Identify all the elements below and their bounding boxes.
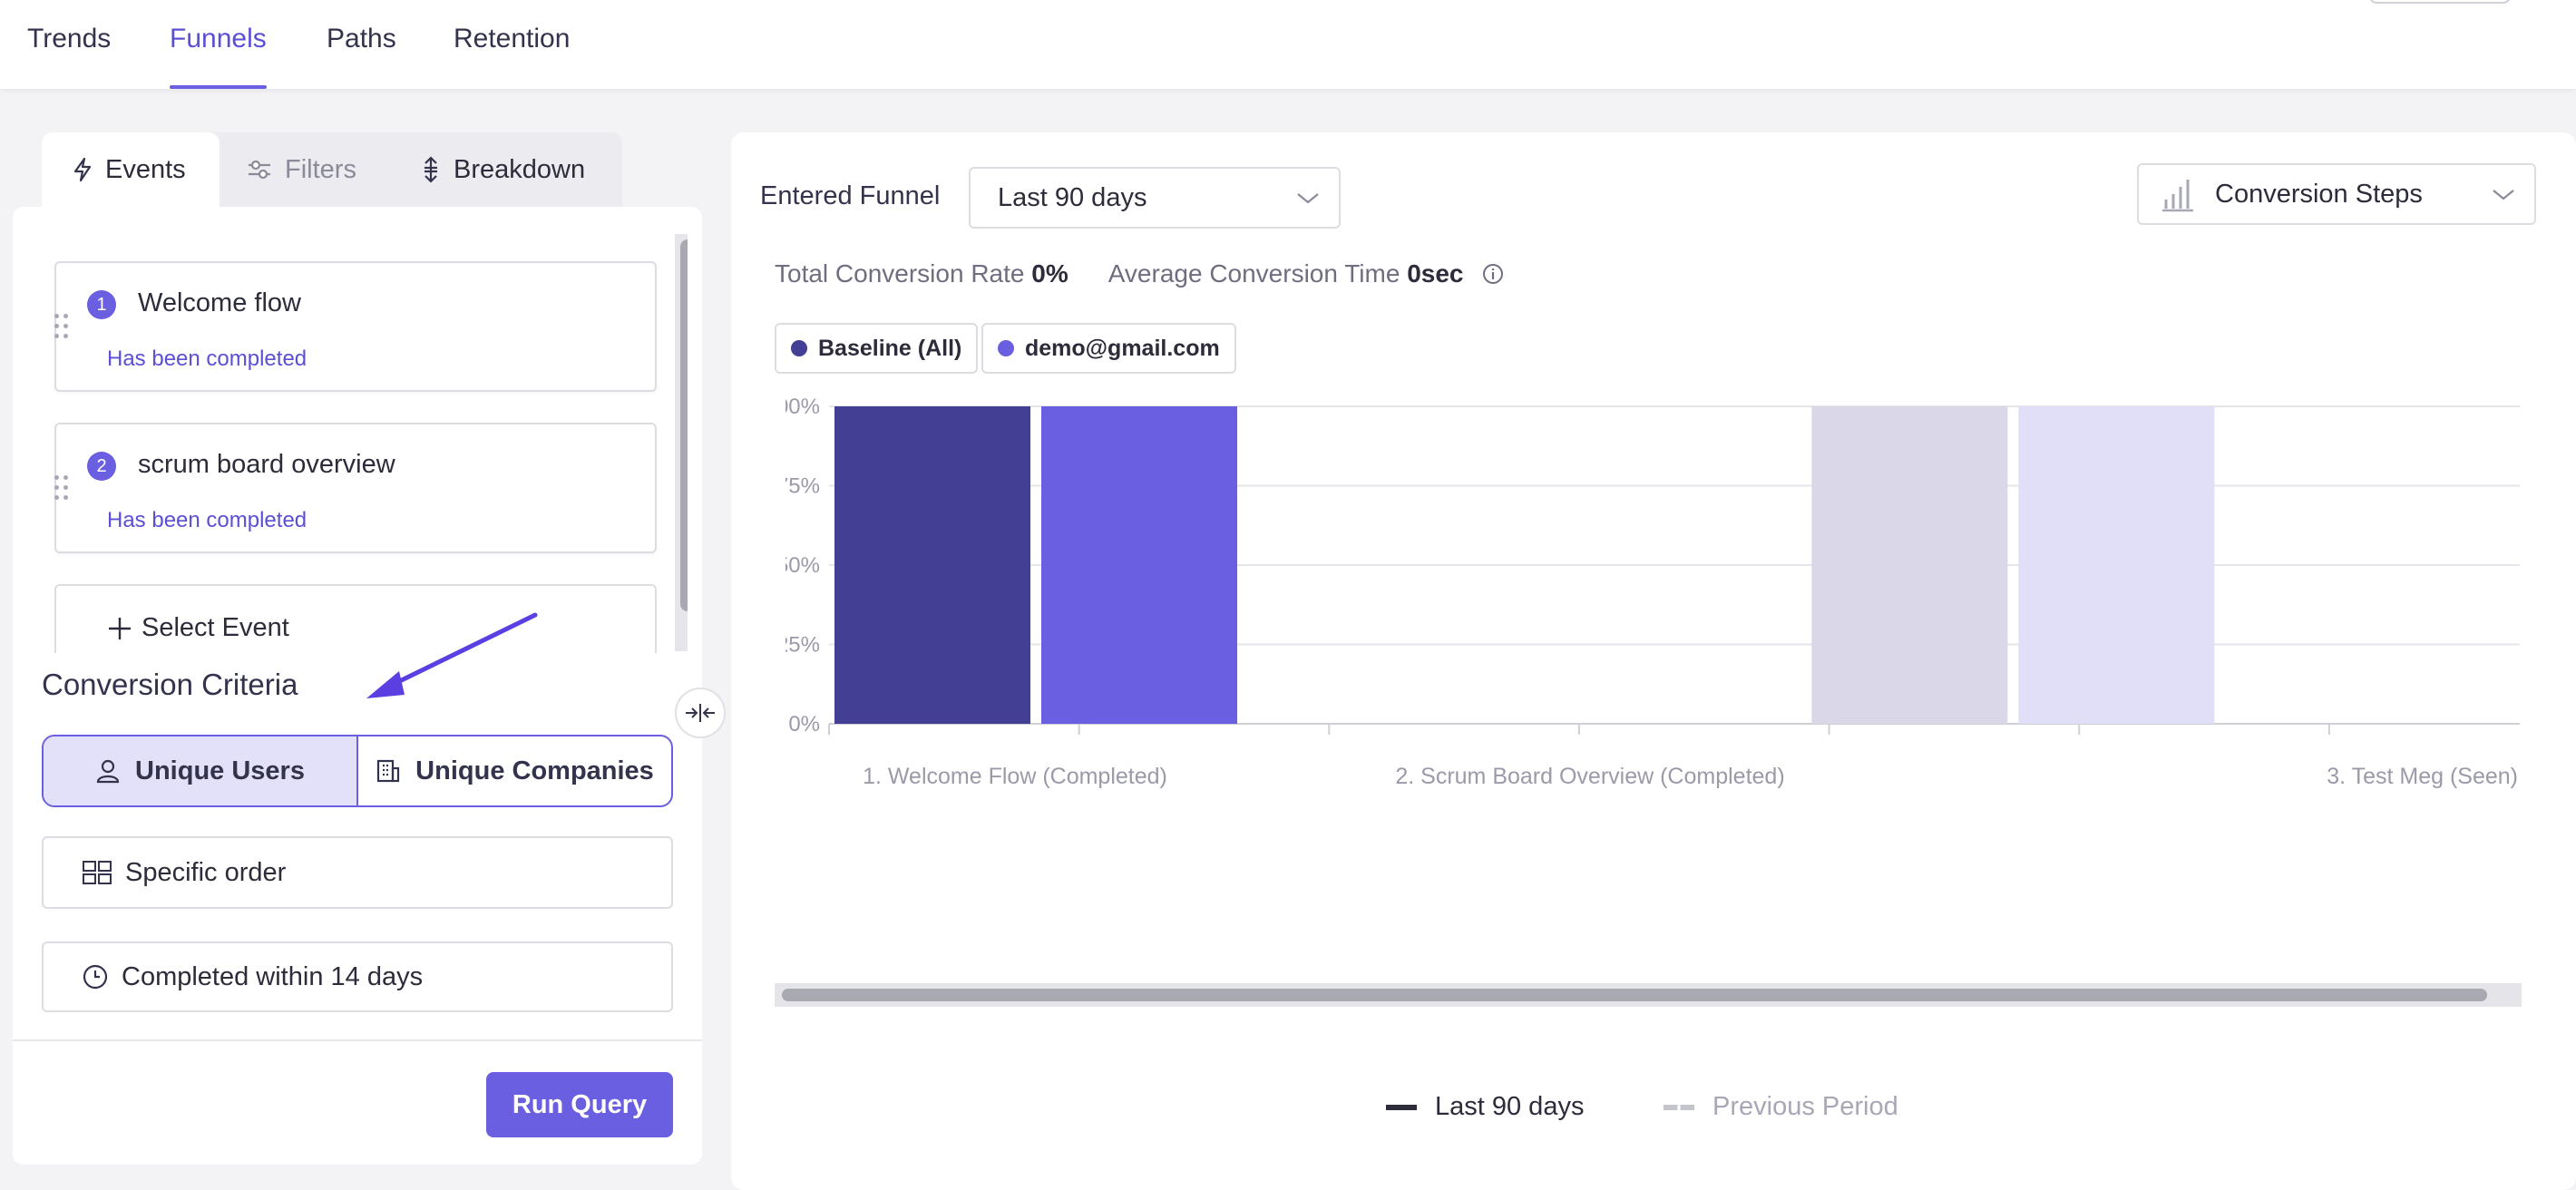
step-number-badge: 1 — [87, 290, 116, 319]
unique-users-option[interactable]: Unique Users — [44, 736, 356, 805]
tab-breakdown-label: Breakdown — [454, 154, 586, 184]
bar — [834, 406, 1030, 724]
building-icon — [377, 759, 400, 783]
bar — [2018, 406, 2215, 724]
bar-chart-icon — [2162, 180, 2193, 212]
specific-order-dropdown[interactable]: Specific order — [42, 836, 673, 909]
select-event-label: Select Event — [141, 613, 289, 642]
tab-events[interactable]: Events — [42, 132, 220, 207]
step-number-badge: 2 — [87, 452, 116, 481]
segment-color-dot — [998, 340, 1014, 356]
dashed-line-swatch — [1664, 1104, 1694, 1110]
segment-color-dot — [791, 340, 807, 356]
conversion-stats: Total Conversion Rate 0% Average Convers… — [775, 259, 1505, 288]
segment-chip-demo[interactable]: demo@gmail.com — [981, 323, 1236, 374]
segment-chip-label: Baseline (All) — [818, 335, 962, 361]
plus-icon — [109, 617, 131, 639]
grid-icon — [83, 861, 112, 884]
funnel-chart: 100% 75% 50% 25% 0% 1. Welcome Flow (Complete… — [785, 395, 2520, 789]
top-nav-button-edge[interactable] — [2369, 0, 2511, 4]
user-icon — [96, 759, 120, 784]
sliders-icon — [249, 160, 270, 180]
tab-trends[interactable]: Trends — [27, 24, 112, 54]
entered-funnel-label: Entered Funnel — [760, 181, 941, 210]
average-conversion-time-label: Average Conversion Time — [1107, 259, 1400, 288]
legend-previous-label: Previous Period — [1712, 1092, 1898, 1121]
event-title: Welcome flow — [138, 288, 301, 317]
event-step-2[interactable]: 2 scrum board overview Has been complete… — [54, 423, 657, 553]
legend-current-label: Last 90 days — [1435, 1092, 1585, 1121]
drag-handle-icon[interactable] — [54, 475, 71, 502]
tab-events-label: Events — [105, 154, 186, 184]
legend-previous-period[interactable]: Previous Period — [1664, 1092, 1898, 1122]
x-category-label: 3. Test Meg (Seen) — [2327, 764, 2518, 789]
tab-breakdown[interactable]: Breakdown — [421, 132, 585, 207]
top-nav: Trends Funnels Paths Retention — [0, 0, 2576, 89]
tab-funnels[interactable]: Funnels — [170, 24, 267, 89]
bolt-icon — [73, 157, 92, 182]
bar — [1041, 406, 1237, 724]
solid-line-swatch — [1386, 1104, 1417, 1110]
unique-companies-option[interactable]: Unique Companies — [356, 736, 671, 805]
unique-users-label: Unique Users — [135, 756, 305, 785]
date-range-dropdown[interactable]: Last 90 days — [969, 167, 1341, 229]
unique-companies-label: Unique Companies — [415, 756, 654, 785]
total-conversion-rate-value: 0% — [1031, 259, 1068, 288]
tab-filters[interactable]: Filters — [247, 132, 356, 207]
chevron-down-icon — [1297, 193, 1319, 204]
select-event-button[interactable]: Select Event — [54, 584, 657, 653]
tab-filters-label: Filters — [285, 154, 356, 184]
collapse-arrows-icon — [686, 704, 715, 722]
segment-chip-label: demo@gmail.com — [1025, 335, 1220, 361]
event-condition-link[interactable]: Has been completed — [107, 346, 307, 371]
event-condition-link[interactable]: Has been completed — [107, 508, 307, 532]
y-tick-label: 50% — [785, 553, 820, 578]
total-conversion-rate-label: Total Conversion Rate — [775, 259, 1025, 288]
breakdown-icon — [424, 156, 437, 183]
results-panel: Entered Funnel Last 90 days Conversion S… — [731, 132, 2576, 1190]
event-title: scrum board overview — [138, 450, 395, 479]
run-query-button[interactable]: Run Query — [486, 1072, 673, 1137]
tab-retention[interactable]: Retention — [454, 24, 571, 54]
y-tick-label: 0% — [788, 712, 820, 736]
tab-paths[interactable]: Paths — [327, 24, 396, 54]
chart-view-value: Conversion Steps — [2215, 179, 2423, 209]
bar — [1811, 406, 2008, 724]
x-category-label: 1. Welcome Flow (Completed) — [863, 764, 1167, 789]
query-tabs: Events Filters Breakdown — [42, 132, 622, 207]
average-conversion-time-value: 0sec — [1407, 259, 1464, 288]
x-category-label: 2. Scrum Board Overview (Completed) — [1395, 764, 1784, 789]
chart-view-dropdown[interactable]: Conversion Steps — [2137, 163, 2536, 225]
conversion-criteria-title: Conversion Criteria — [42, 668, 298, 701]
conversion-criteria-toggle: Unique Users Unique Companies — [42, 735, 673, 807]
chart-scroll-thumb[interactable] — [782, 989, 2487, 1001]
annotation-arrow-icon — [366, 612, 538, 698]
info-icon[interactable] — [1481, 262, 1505, 286]
query-panel: 1 Welcome flow Has been completed 2 scru… — [13, 207, 702, 1165]
specific-order-label: Specific order — [125, 857, 287, 887]
y-tick-label: 75% — [785, 474, 820, 499]
date-range-value: Last 90 days — [998, 182, 1147, 212]
legend-current-period[interactable]: Last 90 days — [1386, 1092, 1584, 1122]
y-tick-label: 100% — [785, 395, 820, 419]
panel-divider — [13, 1039, 702, 1041]
chevron-down-icon — [2493, 190, 2514, 200]
event-list: 1 Welcome flow Has been completed 2 scru… — [42, 232, 688, 653]
clock-icon — [83, 964, 108, 990]
event-list-scroll-thumb[interactable] — [680, 239, 688, 611]
drag-handle-icon[interactable] — [54, 314, 71, 341]
event-step-1[interactable]: 1 Welcome flow Has been completed — [54, 261, 657, 392]
panel-resize-handle[interactable] — [675, 688, 726, 738]
completed-within-dropdown[interactable]: Completed within 14 days — [42, 941, 673, 1012]
completed-within-label: Completed within 14 days — [122, 961, 424, 991]
segment-chip-baseline[interactable]: Baseline (All) — [775, 323, 979, 374]
y-tick-label: 25% — [785, 633, 820, 658]
